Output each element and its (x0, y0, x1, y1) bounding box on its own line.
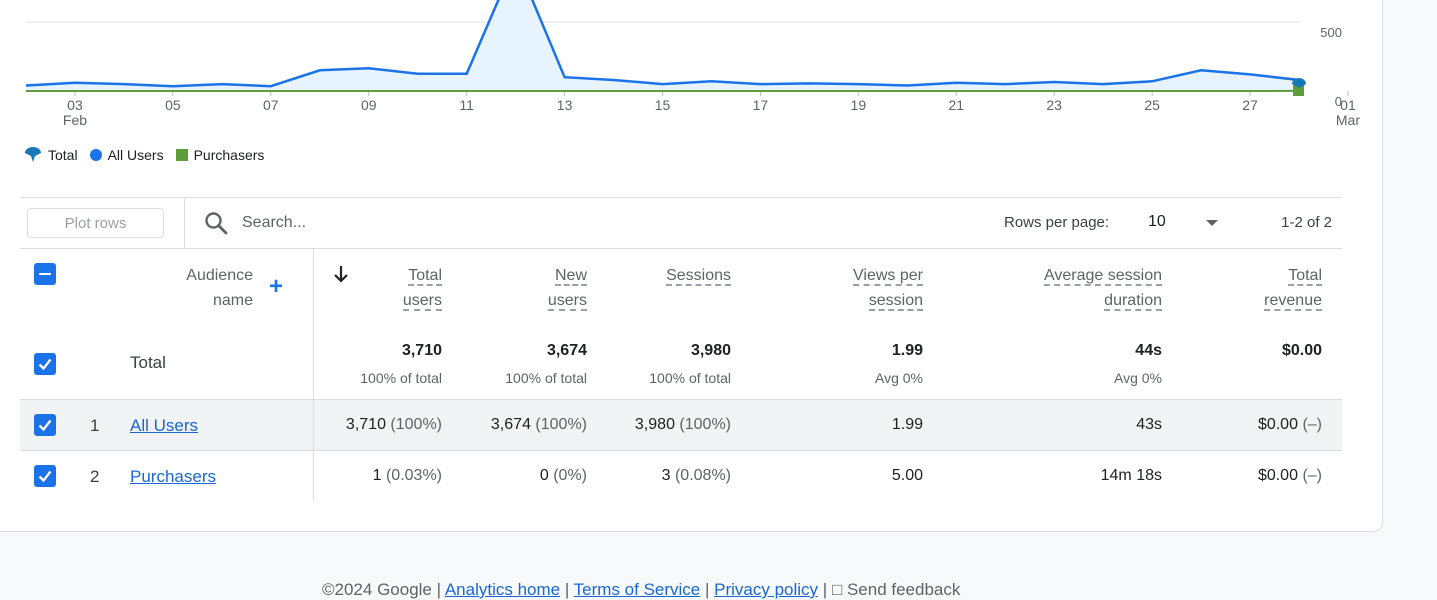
row-total-revenue: $0.00 (–) (1172, 467, 1322, 485)
header-total-revenue[interactable]: Total revenue (1192, 263, 1322, 313)
x-tick-label: 13 (557, 97, 573, 113)
header-new-users[interactable]: New users (487, 263, 587, 313)
checkmark-icon (37, 356, 53, 372)
y-tick-label: 500 (1320, 25, 1342, 40)
legend-all-users-label: All Users (108, 147, 164, 163)
all-users-dot-icon (90, 149, 102, 161)
total-views-per-session: 1.99 (803, 342, 923, 360)
legend-item-total[interactable]: Total (24, 147, 78, 163)
row-views-per-session: 1.99 (803, 416, 923, 434)
total-avg-session-duration: 44s (1042, 342, 1162, 360)
row-views-per-session: 5.00 (803, 467, 923, 485)
checkmark-icon (37, 417, 53, 433)
select-all-checkbox[interactable] (34, 263, 56, 285)
terms-of-service-link[interactable]: Terms of Service (574, 580, 701, 599)
table-toolbar: Plot rows Rows per page: 10 1-2 of 2 (20, 197, 1342, 249)
header-total-users[interactable]: Total users (342, 263, 442, 313)
all-users-series-line (26, 0, 1299, 86)
plot-rows-button[interactable]: Plot rows (27, 208, 164, 238)
legend-total-label: Total (48, 147, 78, 163)
feedback-icon[interactable]: □ (832, 580, 842, 599)
send-feedback-link[interactable]: Send feedback (847, 580, 960, 599)
total-row-label: Total (130, 353, 166, 373)
legend-item-all-users[interactable]: All Users (90, 147, 164, 163)
audience-table: Audience name + Total users New users Se… (20, 248, 1342, 501)
y-tick-label: 0 (1335, 94, 1342, 109)
total-total-users: 3,710 (322, 342, 442, 360)
x-tick-label: 19 (851, 97, 867, 113)
analytics-home-link[interactable]: Analytics home (445, 580, 560, 599)
total-sessions-sub: 100% of total (581, 370, 731, 386)
row-sessions: 3 (0.08%) (561, 467, 731, 485)
indeterminate-icon (39, 273, 51, 275)
total-total-users-sub: 100% of total (292, 370, 442, 386)
pagination-status: 1-2 of 2 (1281, 214, 1332, 231)
privacy-policy-link[interactable]: Privacy policy (714, 580, 818, 599)
x-tick-label: 09 (361, 97, 377, 113)
row-total-revenue: $0.00 (–) (1172, 416, 1322, 434)
search-input[interactable] (242, 210, 542, 236)
x-tick-label: 05 (165, 97, 181, 113)
x-tick-label: 27 (1242, 97, 1258, 113)
x-month-label: Feb (63, 112, 87, 128)
x-tick-label: 25 (1144, 97, 1160, 113)
header-sessions[interactable]: Sessions (581, 263, 731, 288)
total-pin-icon (24, 147, 42, 163)
legend-purchasers-label: Purchasers (194, 147, 265, 163)
search-icon (204, 211, 228, 235)
chart-legend: Total All Users Purchasers (24, 146, 276, 164)
total-avg-session-duration-sub: Avg 0% (1012, 370, 1162, 386)
x-tick-label: 01 (1340, 97, 1356, 113)
audience-link-purchasers[interactable]: Purchasers (130, 467, 216, 487)
rows-per-page-select[interactable]: 10 (1148, 213, 1166, 231)
line-chart: 03 05 07 09 11 13 15 17 19 21 23 25 27 01 Feb Mar 500 0 (0, 0, 1437, 140)
header-views-per-session[interactable]: Views per session (773, 263, 923, 313)
audience-link-all-users[interactable]: All Users (130, 416, 198, 436)
add-dimension-plus-icon[interactable]: + (269, 275, 283, 299)
all-users-area (26, 0, 1299, 91)
total-new-users: 3,674 (467, 342, 587, 360)
page-footer: ©2024 Google | Analytics home | Terms of… (322, 580, 960, 600)
x-tick-label: 11 (459, 97, 474, 113)
x-tick-label: 15 (655, 97, 671, 113)
total-sessions: 3,980 (611, 342, 731, 360)
header-audience-name[interactable]: Audience name (140, 263, 253, 313)
x-tick-label: 03 (67, 97, 83, 113)
row-checkbox[interactable] (34, 465, 56, 487)
copyright-text: ©2024 Google (322, 580, 432, 599)
row-avg-session-duration: 14m 18s (1042, 467, 1162, 485)
x-tick-label: 17 (753, 97, 769, 113)
row-avg-session-duration: 43s (1042, 416, 1162, 434)
x-tick-label: 21 (948, 97, 964, 113)
header-average-session-duration[interactable]: Average session duration (991, 263, 1162, 313)
total-total-revenue: $0.00 (1202, 342, 1322, 360)
rows-per-page-label: Rows per page: (1004, 214, 1109, 231)
x-tick-label: 07 (263, 97, 279, 113)
dropdown-caret-icon[interactable] (1206, 220, 1218, 226)
purchasers-square-icon (176, 149, 188, 161)
row-checkbox[interactable] (34, 414, 56, 436)
total-views-per-session-sub: Avg 0% (773, 370, 923, 386)
total-new-users-sub: 100% of total (437, 370, 587, 386)
checkmark-icon (37, 468, 53, 484)
x-tick-label: 23 (1046, 97, 1062, 113)
row-index: 1 (90, 416, 99, 436)
x-month-label: Mar (1336, 112, 1360, 128)
row-sessions: 3,980 (100%) (561, 416, 731, 434)
row-index: 2 (90, 467, 99, 487)
legend-item-purchasers[interactable]: Purchasers (176, 147, 265, 163)
total-row-checkbox[interactable] (34, 353, 56, 375)
toolbar-divider (184, 198, 185, 248)
